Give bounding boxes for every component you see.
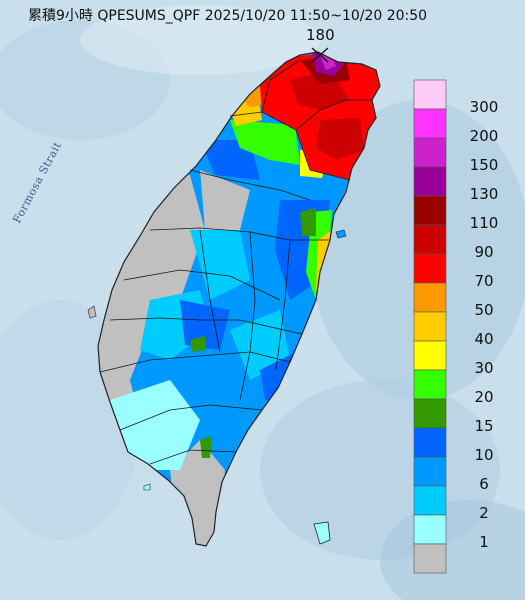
legend-swatch [413, 253, 447, 284]
legend-label: 15 [474, 417, 494, 435]
legend-swatch [413, 311, 447, 342]
legend-label: 110 [469, 214, 499, 232]
island-outline [97, 51, 381, 547]
legend-swatch [413, 543, 447, 574]
legend-color-bar [413, 79, 447, 574]
legend-swatch [413, 456, 447, 487]
legend-label: 50 [474, 301, 494, 319]
legend-swatch [413, 282, 447, 313]
legend-swatch [413, 398, 447, 429]
legend-swatch [413, 224, 447, 255]
legend-swatch [413, 340, 447, 371]
legend-label: 300 [469, 98, 499, 116]
legend-label: 70 [474, 272, 494, 290]
peak-marker-icon [311, 47, 329, 63]
legend-label: 90 [474, 243, 494, 261]
legend-swatch [413, 166, 447, 197]
legend-swatch [413, 79, 447, 110]
legend-label: 130 [469, 185, 499, 203]
legend-label: 2 [479, 504, 489, 522]
map-title: 累積9小時 QPESUMS_QPF 2025/10/20 11:50~10/20… [28, 8, 428, 24]
peak-value-label: 180 [306, 26, 335, 44]
legend-label: 40 [474, 330, 494, 348]
liuqiu-islet [143, 483, 151, 491]
county-boundaries [99, 59, 372, 465]
legend-label: 30 [474, 359, 494, 377]
legend-label: 10 [474, 446, 494, 464]
legend-swatch [413, 137, 447, 168]
legend-swatch [413, 427, 447, 458]
legend-label: 20 [474, 388, 494, 406]
legend-label: 1 [479, 533, 489, 551]
legend-swatch [413, 369, 447, 400]
legend-swatch [413, 514, 447, 545]
legend-swatch [413, 485, 447, 516]
green-island [313, 521, 331, 545]
legend-label: 150 [469, 156, 499, 174]
legend-label: 6 [479, 475, 489, 493]
keelung-islet [335, 229, 347, 239]
legend-swatch [413, 108, 447, 139]
legend-swatch [413, 195, 447, 226]
legend-label: 200 [469, 127, 499, 145]
penghu-islet [87, 305, 97, 319]
